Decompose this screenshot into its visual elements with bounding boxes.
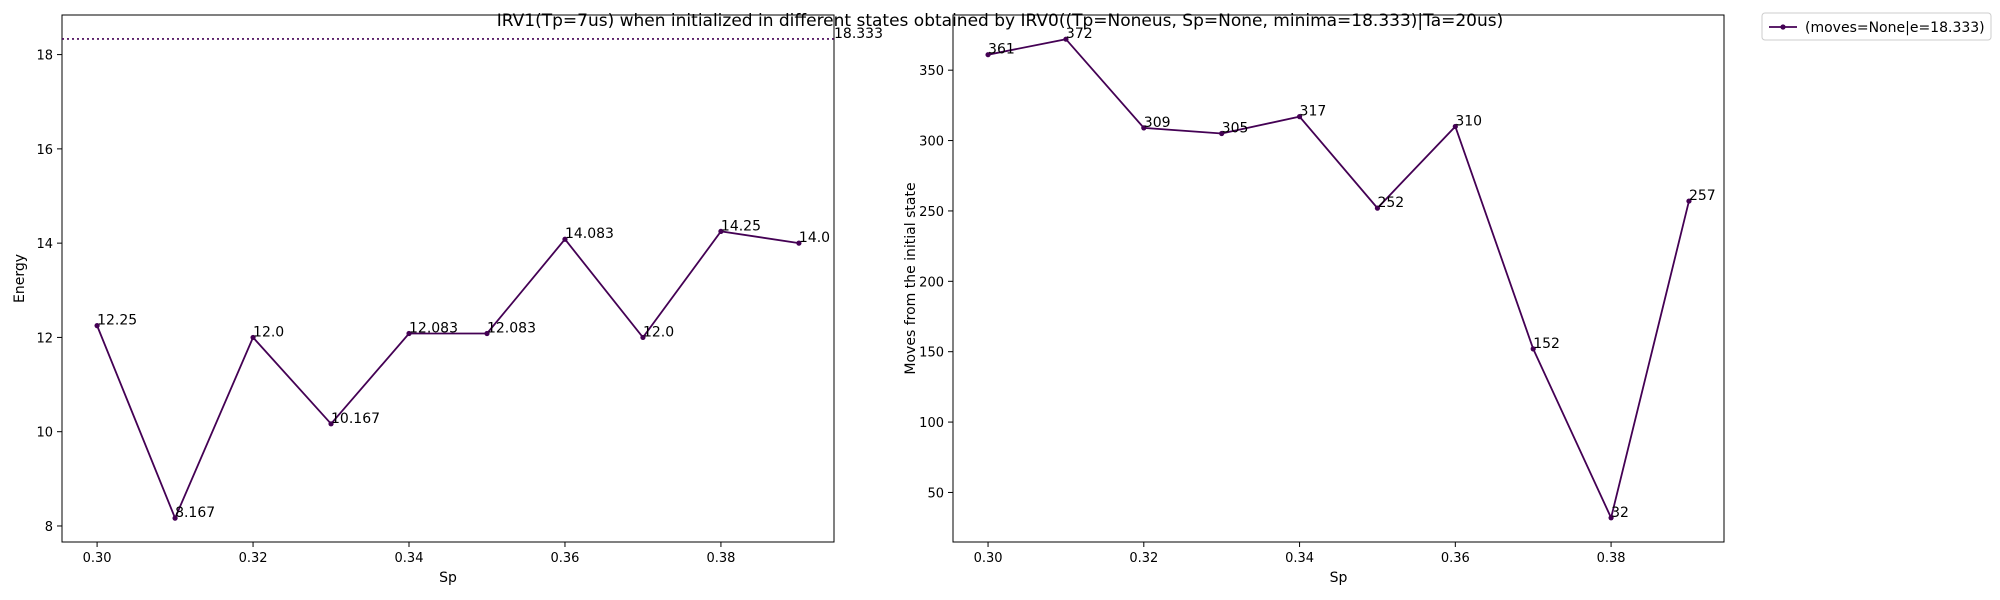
data-label: 310: [1455, 113, 1482, 129]
figure-title: IRV1(Tp=7us) when initialized in differe…: [497, 11, 1504, 31]
data-point: [1063, 36, 1069, 42]
y-tick-label: 50: [927, 486, 944, 501]
y-tick-label: 250: [919, 205, 944, 220]
y-axis-label: Moves from the initial state: [903, 182, 919, 374]
data-label: 309: [1144, 115, 1171, 131]
x-tick-label: 0.36: [1441, 551, 1470, 566]
data-point: [1296, 114, 1303, 120]
data-label: 14.083: [565, 226, 614, 242]
reference-line-label: 18.333: [834, 26, 883, 42]
data-point: [718, 228, 724, 234]
plot-2: 0.30 0.32 0.34 0.36 0.38 50 100 150 200 250 300 350…: [903, 12, 1992, 586]
data-point: [250, 334, 256, 341]
series-line: [96, 230, 800, 521]
y-tick-label: 200: [919, 275, 944, 290]
data-point: [985, 52, 991, 58]
data-label: 14.25: [721, 218, 761, 234]
data-label: 32: [1611, 505, 1629, 521]
y-tick-label: 14: [36, 237, 53, 252]
plot-frame: [61, 14, 835, 543]
data-label: 12.083: [487, 321, 536, 337]
plot-frame: [952, 14, 1725, 543]
y-tick-label: 12: [36, 331, 53, 346]
data-point: [796, 240, 802, 246]
data-point: [1608, 515, 1614, 521]
y-tick-label: 8: [45, 520, 53, 535]
data-point: [1686, 198, 1692, 204]
x-tick-label: 0.38: [706, 551, 735, 566]
x-axis-label: Sp: [1330, 570, 1348, 586]
x-tick-label: 0.34: [1285, 551, 1314, 566]
data-label: 12.25: [97, 313, 137, 329]
y-tick-label: 16: [36, 143, 53, 158]
legend: (moves=None|e=18.333): [1761, 12, 1992, 41]
data-point: [1141, 125, 1147, 131]
plot-1: 0.30 0.32 0.34 0.36 0.38 8 10 12 14 16 18 Sp Energy 1…: [12, 14, 883, 586]
x-tick-label: 0.30: [83, 551, 112, 566]
series-line: [987, 38, 1690, 521]
y-tick-label: 100: [919, 416, 944, 431]
data-point: [484, 330, 490, 337]
data-label: 12.0: [643, 324, 674, 340]
data-point: [562, 236, 568, 242]
legend-entry-label: (moves=None|e=18.333): [1805, 20, 1985, 36]
data-label: 14.0: [799, 230, 830, 246]
plots-group: 0.30 0.32 0.34 0.36 0.38 8 10 12 14 16 18 Sp Energy 1…: [12, 12, 1992, 586]
data-point: [94, 323, 100, 329]
data-label: 12.083: [409, 321, 458, 337]
data-point: [406, 330, 412, 337]
data-point: [1219, 130, 1225, 137]
data-label: 152: [1533, 336, 1560, 352]
data-label: 305: [1222, 121, 1249, 137]
data-label: 10.167: [331, 411, 380, 427]
y-tick-label: 300: [919, 135, 944, 150]
y-tick-label: 350: [919, 64, 944, 79]
x-tick-label: 0.30: [974, 551, 1003, 566]
legend-box: [1761, 12, 1992, 41]
data-label: 372: [1066, 26, 1093, 42]
y-tick-label: 10: [36, 426, 53, 441]
x-tick-label: 0.32: [1129, 551, 1158, 566]
x-tick-label: 0.34: [395, 551, 424, 566]
data-point: [172, 515, 178, 521]
x-tick-label: 0.38: [1597, 551, 1626, 566]
legend-marker: [1780, 24, 1786, 30]
data-label: 12.0: [253, 324, 284, 340]
data-point: [1374, 205, 1381, 211]
x-axis-label: Sp: [439, 570, 457, 586]
data-label: 317: [1300, 104, 1327, 120]
data-label: 361: [988, 42, 1015, 58]
data-point: [1530, 346, 1536, 352]
data-label: 257: [1689, 188, 1716, 204]
x-tick-label: 0.32: [239, 551, 268, 566]
y-tick-label: 18: [36, 49, 53, 64]
data-label: 8.167: [175, 505, 215, 521]
y-axis-label: Energy: [12, 254, 28, 303]
data-label: 252: [1377, 195, 1404, 211]
data-point: [1452, 123, 1458, 130]
data-point: [328, 421, 334, 427]
data-point: [640, 334, 646, 341]
x-tick-label: 0.36: [550, 551, 579, 566]
y-tick-label: 150: [919, 346, 944, 361]
